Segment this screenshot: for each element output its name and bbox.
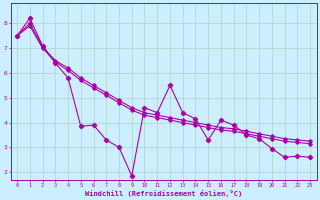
X-axis label: Windchill (Refroidissement éolien,°C): Windchill (Refroidissement éolien,°C): [85, 190, 242, 197]
